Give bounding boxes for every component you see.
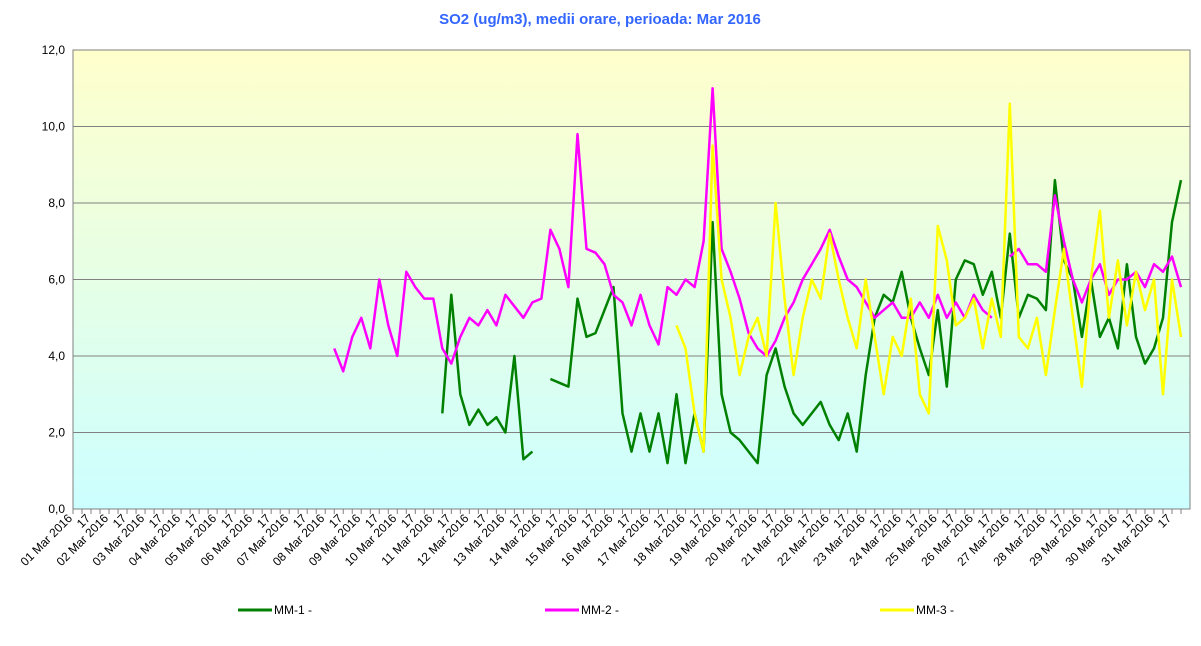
series-line bbox=[441, 178, 1183, 465]
y-tick-label: 0,0 bbox=[48, 502, 65, 516]
x-tick-label: 17 bbox=[1155, 511, 1175, 531]
legend-label: MM-3 - bbox=[916, 603, 954, 617]
y-tick-label: 10,0 bbox=[42, 120, 66, 134]
series-line bbox=[333, 87, 1183, 373]
y-tick-label: 8,0 bbox=[48, 196, 65, 210]
legend-label: MM-2 - bbox=[581, 603, 619, 617]
y-tick-label: 12,0 bbox=[42, 43, 66, 57]
legend-label: MM-1 - bbox=[274, 603, 312, 617]
y-tick-label: 4,0 bbox=[48, 349, 65, 363]
series-line bbox=[675, 102, 1183, 453]
chart-title: SO2 (ug/m3), medii orare, perioada: Mar … bbox=[439, 11, 761, 28]
y-tick-label: 2,0 bbox=[48, 426, 65, 440]
y-tick-label: 6,0 bbox=[48, 273, 65, 287]
